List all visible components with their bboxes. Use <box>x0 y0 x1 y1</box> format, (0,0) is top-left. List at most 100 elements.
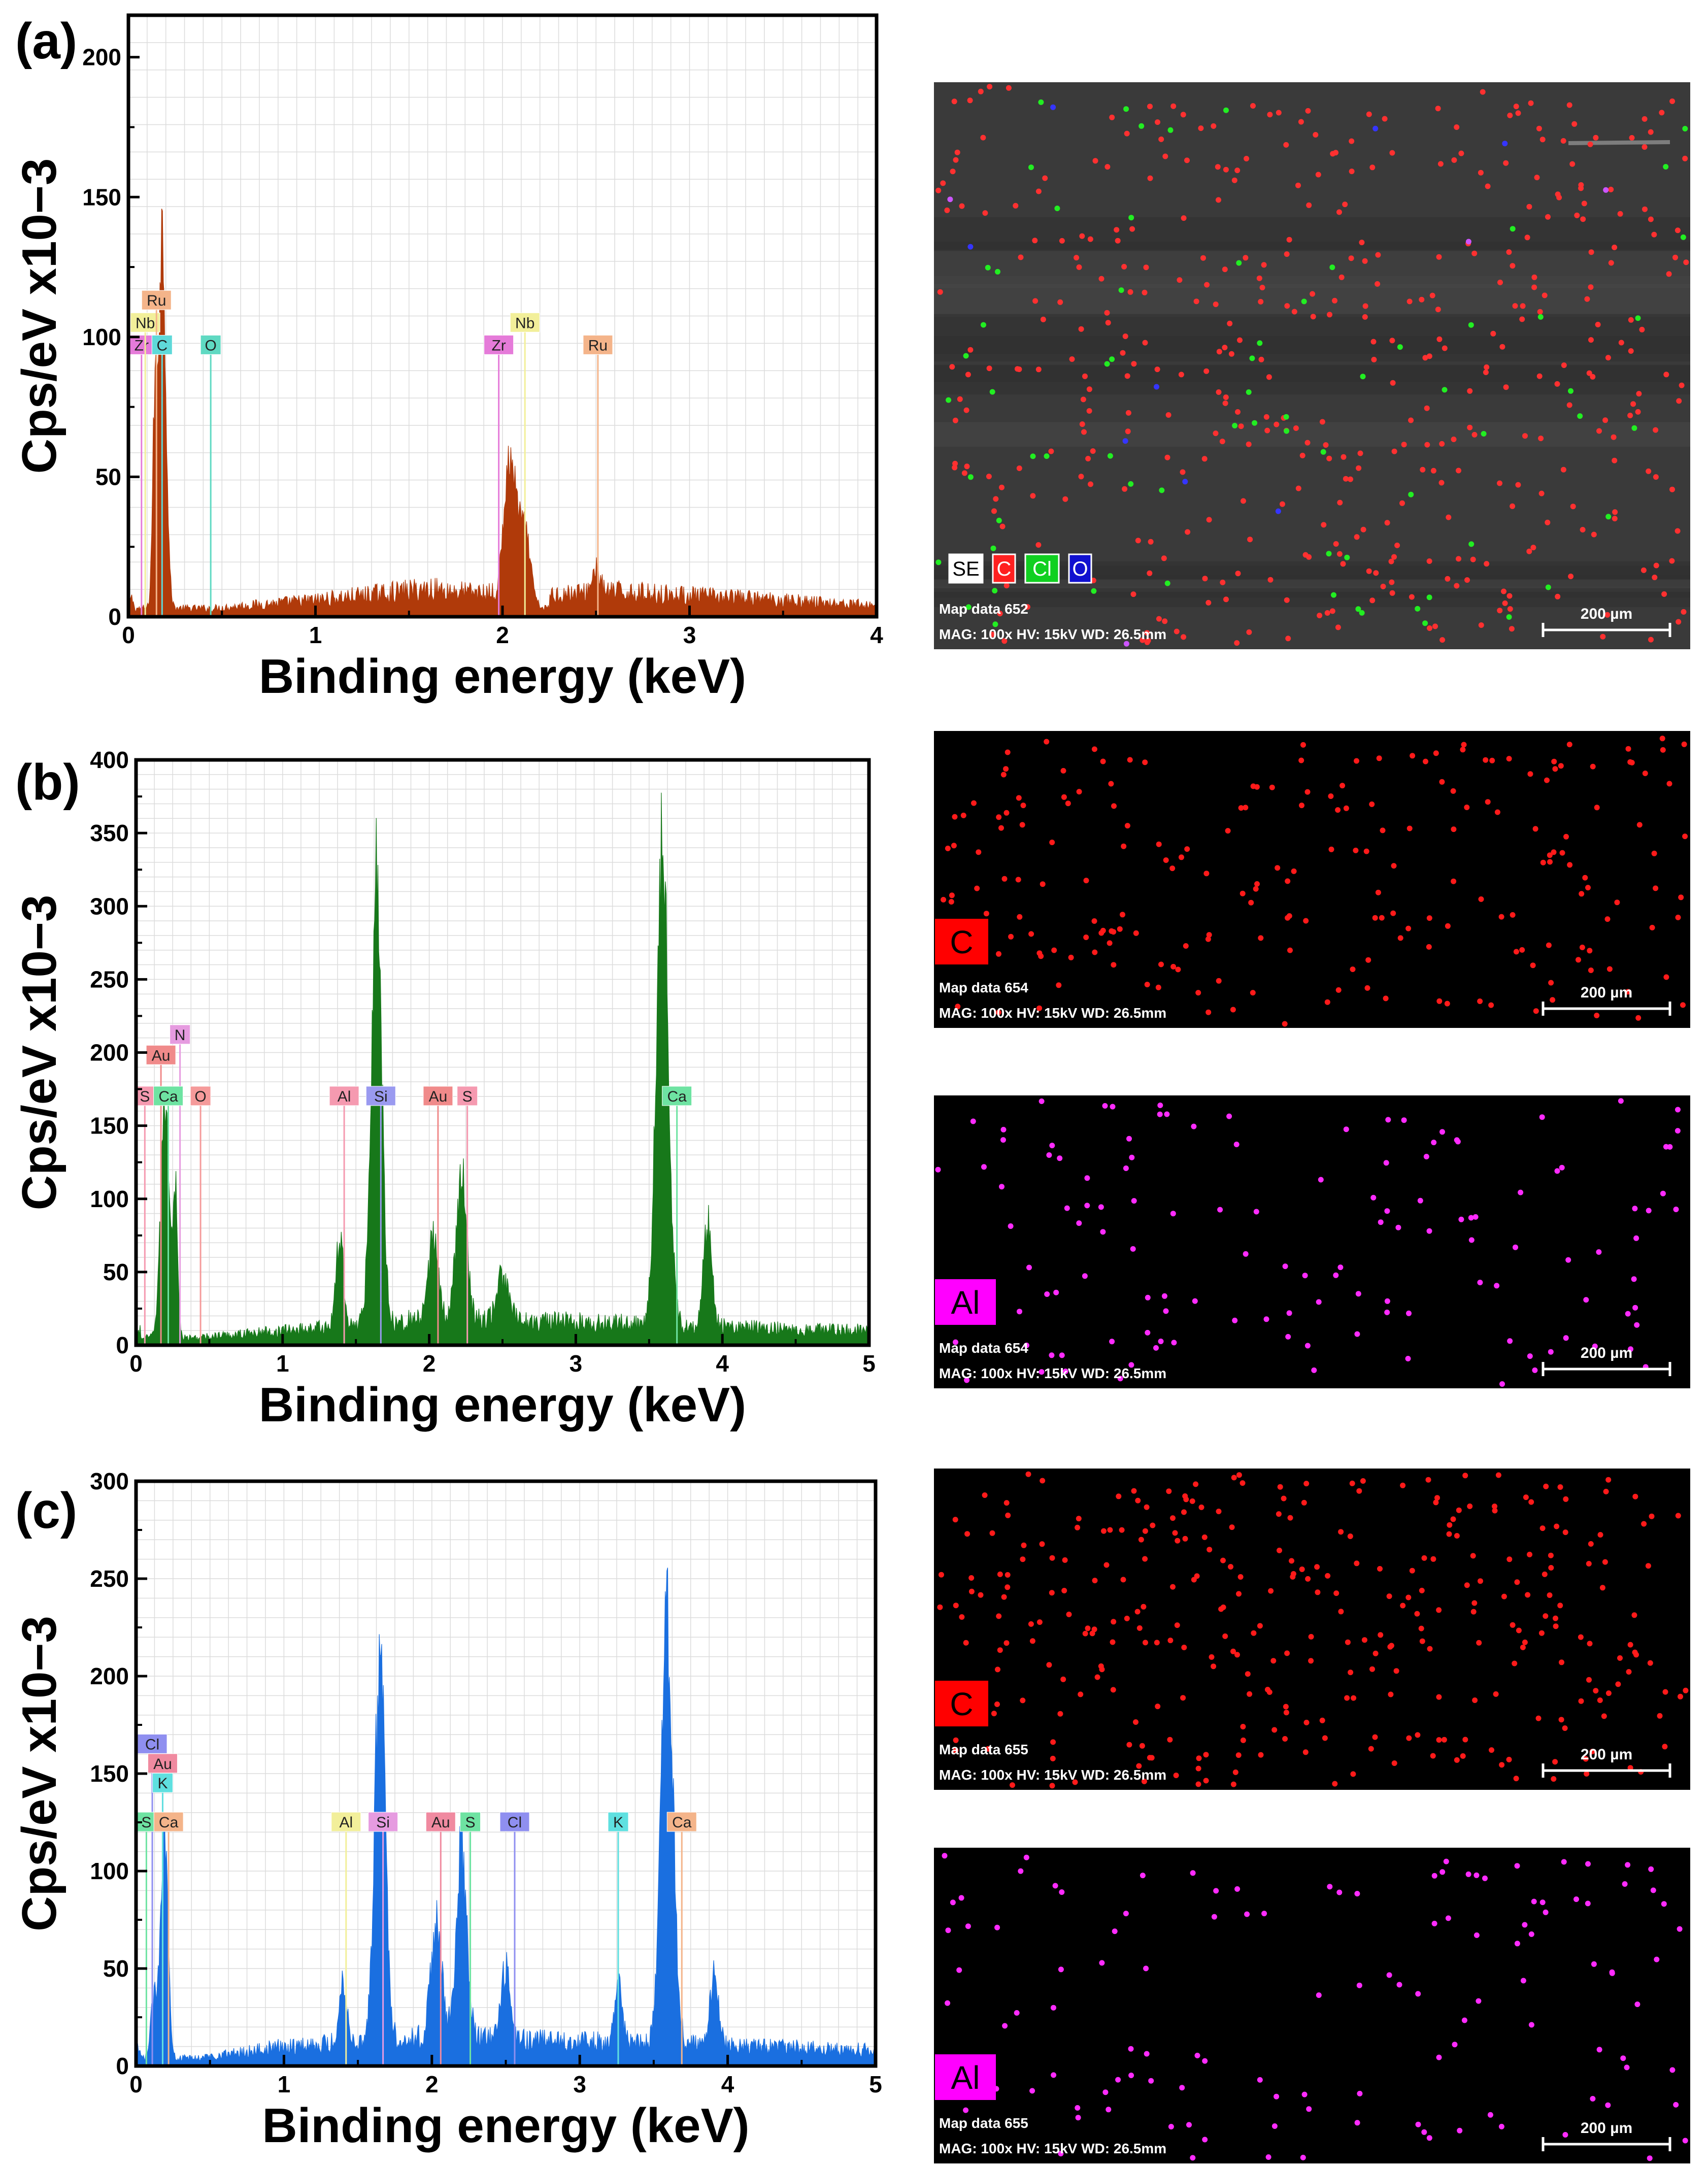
signal-dot <box>1276 110 1282 116</box>
signal-dot <box>1365 957 1371 963</box>
signal-dot <box>1596 1249 1602 1255</box>
signal-dot <box>1213 302 1219 307</box>
signal-dot <box>1415 2121 1421 2127</box>
signal-dot <box>1126 1136 1132 1142</box>
signal-dot <box>1419 1587 1425 1593</box>
signal-dot <box>1180 1695 1186 1701</box>
element-tag <box>423 1086 453 1106</box>
signal-dot <box>1375 252 1381 258</box>
signal-dot <box>1120 912 1125 918</box>
signal-dot <box>1356 1982 1362 1988</box>
signal-dot <box>1159 487 1165 493</box>
panel-label-b: (b) <box>15 754 80 811</box>
element-marker-S: S <box>460 1812 481 2066</box>
signal-dot <box>1396 1982 1402 1988</box>
scale-label: 200 µm <box>1581 1345 1632 1361</box>
signal-dot <box>1109 114 1115 120</box>
signal-dot <box>1518 1189 1524 1195</box>
signal-dot <box>1232 423 1238 428</box>
signal-dot <box>1507 112 1513 118</box>
signal-dot <box>1483 370 1489 375</box>
signal-dot <box>1471 431 1478 438</box>
signal-dot <box>1653 427 1659 433</box>
element-label: Nb <box>515 315 534 331</box>
signal-dot <box>1635 409 1641 415</box>
signal-dot <box>1645 1563 1651 1569</box>
signal-dot <box>1117 1376 1123 1382</box>
signal-dot <box>1584 296 1590 302</box>
signal-dot <box>1083 878 1089 884</box>
signal-dot <box>1640 567 1647 573</box>
signal-dot <box>1532 826 1538 832</box>
signal-dot <box>1331 592 1336 598</box>
signal-dot <box>1328 793 1334 799</box>
signal-dot <box>1003 766 1009 772</box>
signal-dot <box>1494 809 1500 815</box>
signal-dot <box>1542 292 1548 298</box>
signal-dot <box>1299 1566 1305 1572</box>
signal-dot <box>1283 414 1289 420</box>
signal-dot <box>1349 138 1355 144</box>
signal-dot <box>1145 638 1151 644</box>
signal-dot <box>1430 1556 1436 1562</box>
signal-dot <box>956 1967 962 1973</box>
signal-dot <box>968 1588 975 1594</box>
signal-dot <box>1363 848 1369 854</box>
signal-dot <box>1557 1484 1563 1490</box>
map-title: Map data 652 <box>939 601 1028 617</box>
signal-dot <box>1531 284 1537 290</box>
signal-dot <box>1554 381 1560 387</box>
signal-dot <box>1588 249 1594 255</box>
signal-dot <box>1560 466 1566 473</box>
signal-dot <box>1284 303 1290 309</box>
signal-dot <box>1446 1531 1452 1537</box>
y-tick-label: 100 <box>90 1858 129 1884</box>
signal-dot <box>1551 849 1557 855</box>
signal-dot <box>1240 1480 1246 1486</box>
signal-dot <box>1578 1698 1584 1704</box>
signal-dot <box>1347 1533 1353 1539</box>
signal-dot <box>1425 1477 1431 1483</box>
signal-dot <box>1258 1752 1264 1758</box>
signal-dot <box>1631 1612 1637 1618</box>
signal-dot <box>1436 998 1443 1004</box>
signal-dot <box>1614 899 1620 906</box>
element-tag <box>170 1024 191 1045</box>
signal-dot <box>1458 1216 1464 1222</box>
signal-dot <box>1223 107 1229 113</box>
element-marker-K: K <box>608 1812 629 2066</box>
element-badge-label: Al <box>951 2059 980 2096</box>
signal-dot <box>1593 135 1599 141</box>
signal-dot <box>1277 1484 1283 1490</box>
signal-dot <box>1275 865 1281 871</box>
signal-dot <box>1156 841 1162 847</box>
signal-dot <box>1497 608 1503 614</box>
signal-dot <box>1591 531 1597 538</box>
signal-dot <box>1124 373 1130 379</box>
signal-dot <box>1186 2122 1192 2128</box>
y-tick-label: 0 <box>116 2053 129 2079</box>
signal-dot <box>1434 1495 1440 1501</box>
signal-dot <box>1681 741 1687 747</box>
signal-dot <box>1588 337 1594 343</box>
signal-dot <box>961 470 967 476</box>
signal-dot <box>1326 551 1332 557</box>
signal-dot <box>1244 156 1250 161</box>
element-label: Ru <box>147 292 166 309</box>
signal-dot <box>1601 1713 1607 1719</box>
signal-dot <box>1648 129 1654 135</box>
signal-dot <box>1590 2096 1596 2102</box>
signal-dot <box>983 911 989 917</box>
signal-dot <box>1201 1534 1208 1540</box>
signal-dot <box>1373 570 1379 576</box>
signal-dot <box>1542 1571 1548 1577</box>
signal-dot <box>1025 1471 1031 1477</box>
signal-dot <box>1628 1346 1633 1352</box>
signal-dot <box>1426 594 1432 601</box>
signal-dot <box>1018 254 1024 260</box>
signal-dot <box>1122 334 1128 339</box>
signal-dot <box>1078 1691 1084 1697</box>
element-label: K <box>157 1775 168 1792</box>
x-tick-label: 1 <box>309 622 322 648</box>
element-badge <box>935 1681 988 1726</box>
